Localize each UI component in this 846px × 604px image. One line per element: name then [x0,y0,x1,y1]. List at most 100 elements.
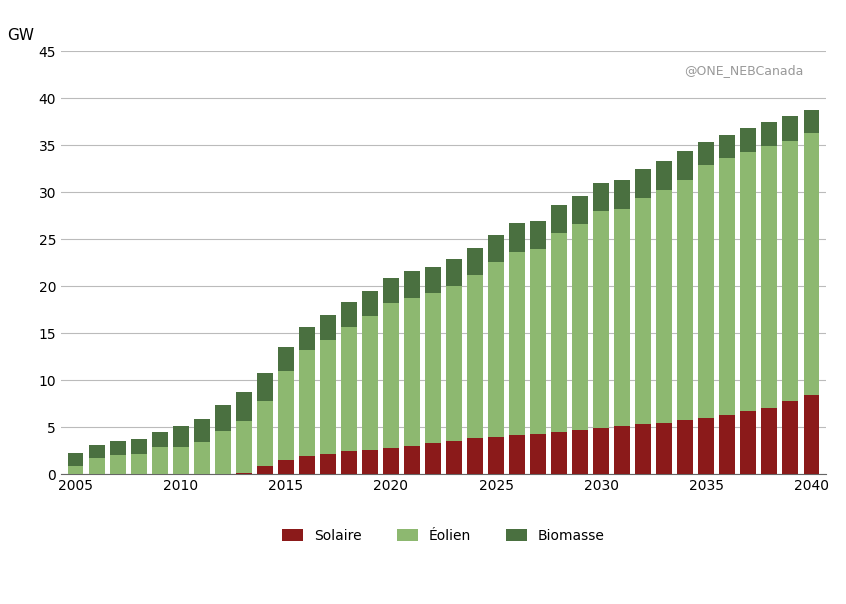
Text: @ONE_NEBCanada: @ONE_NEBCanada [684,64,803,77]
Bar [509,251,525,435]
Bar [530,249,546,434]
Bar [488,234,504,262]
Bar [341,327,357,451]
Bar [362,291,378,316]
Bar [552,233,567,432]
Bar [110,442,125,455]
Bar [761,408,777,474]
Bar [488,437,504,474]
Text: GW: GW [8,28,35,43]
Bar [362,316,378,450]
Bar [614,426,630,474]
Bar [635,425,651,474]
Bar [257,373,272,401]
Bar [467,248,483,275]
Bar [257,466,272,474]
Bar [194,442,210,474]
Bar [425,266,441,293]
Bar [635,198,651,425]
Bar [699,418,714,474]
Bar [446,442,462,474]
Bar [299,457,315,474]
Bar [740,129,756,152]
Bar [699,165,714,418]
Bar [614,209,630,426]
Bar [446,259,462,286]
Bar [552,432,567,474]
Bar [699,141,714,165]
Bar [131,454,146,474]
Bar [341,302,357,327]
Bar [320,340,336,454]
Bar [383,278,398,303]
Bar [299,327,315,350]
Bar [552,205,567,233]
Bar [804,110,819,133]
Bar [678,420,693,474]
Bar [131,440,146,454]
Bar [173,447,189,474]
Bar [719,135,735,158]
Bar [593,183,609,211]
Bar [299,350,315,457]
Bar [488,262,504,437]
Bar [173,426,189,447]
Bar [467,439,483,474]
Bar [656,161,672,190]
Bar [783,141,799,401]
Bar [278,371,294,460]
Bar [678,151,693,180]
Bar [404,446,420,474]
Bar [341,451,357,474]
Bar [593,211,609,428]
Bar [446,286,462,442]
Bar [656,190,672,423]
Bar [572,224,588,430]
Bar [278,347,294,371]
Bar [110,455,125,474]
Bar [215,431,231,474]
Bar [719,415,735,474]
Bar [68,466,84,474]
Bar [151,432,168,447]
Bar [404,298,420,446]
Bar [740,411,756,474]
Bar [278,460,294,474]
Bar [804,395,819,474]
Bar [572,430,588,474]
Bar [194,419,210,442]
Bar [740,152,756,411]
Bar [404,271,420,298]
Bar [593,428,609,474]
Bar [425,443,441,474]
Bar [383,448,398,474]
Bar [783,116,799,141]
Bar [425,293,441,443]
Bar [635,169,651,198]
Bar [257,401,272,466]
Bar [236,420,251,474]
Bar [783,401,799,474]
Bar [761,146,777,408]
Bar [68,452,84,466]
Bar [530,434,546,474]
Bar [151,447,168,474]
Legend: Solaire, Éolien, Biomasse: Solaire, Éolien, Biomasse [277,524,610,548]
Bar [320,315,336,340]
Bar [383,303,398,448]
Bar [804,133,819,395]
Bar [509,435,525,474]
Bar [614,180,630,209]
Bar [678,180,693,420]
Bar [761,122,777,146]
Bar [362,450,378,474]
Bar [320,454,336,474]
Bar [530,220,546,249]
Bar [656,423,672,474]
Bar [89,445,105,458]
Bar [572,196,588,224]
Bar [89,458,105,474]
Bar [215,405,231,431]
Bar [509,223,525,251]
Bar [719,158,735,415]
